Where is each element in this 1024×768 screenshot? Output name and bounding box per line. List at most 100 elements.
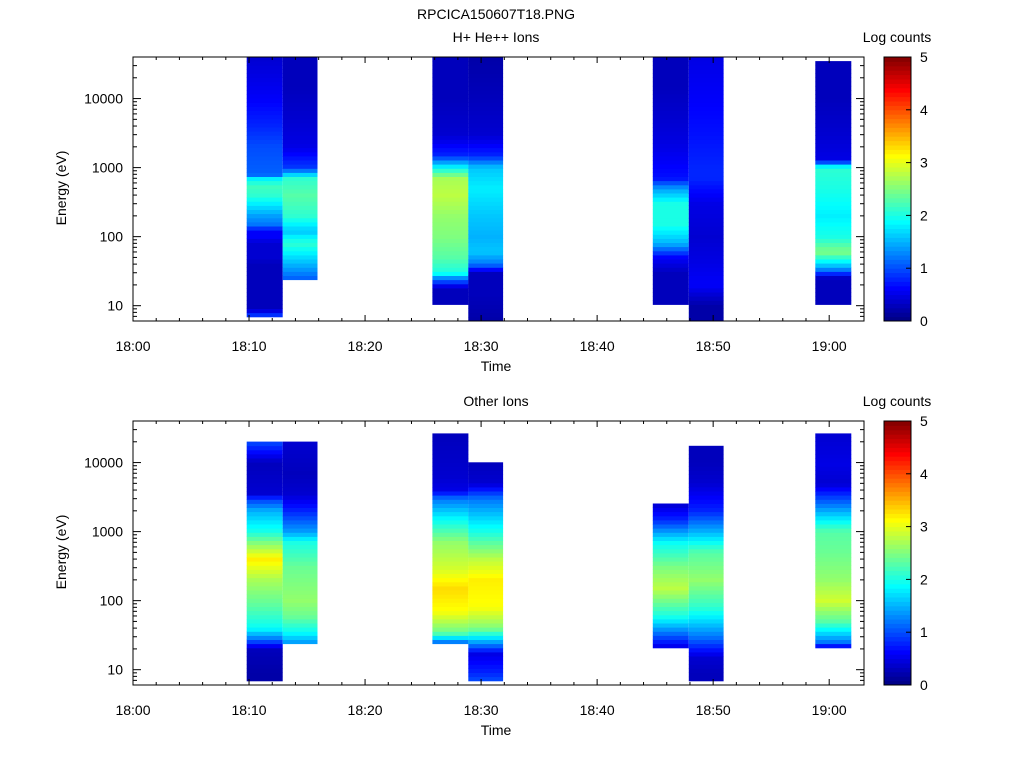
heatmap-bin	[688, 255, 724, 260]
colorbar-segment	[884, 641, 911, 646]
heatmap-bin	[282, 478, 318, 484]
heatmap-bin	[468, 106, 504, 111]
heatmap-bin	[282, 507, 318, 513]
heatmap-bin	[468, 602, 504, 607]
heatmap-bin	[688, 176, 724, 182]
heatmap-bin	[652, 573, 689, 579]
colorbar-segment	[884, 535, 911, 541]
heatmap-bin	[688, 168, 724, 173]
heatmap-bin	[246, 565, 283, 570]
heatmap-bin	[688, 127, 724, 132]
heatmap-bin	[468, 557, 504, 562]
heatmap-bin	[652, 213, 689, 219]
heatmap-bin	[468, 656, 504, 661]
heatmap-bin	[468, 217, 504, 223]
heatmap-bin	[282, 250, 318, 256]
heatmap-bin	[652, 639, 689, 645]
heatmap-bin	[815, 631, 852, 636]
heatmap-bin	[688, 462, 724, 467]
heatmap-bin	[815, 470, 852, 475]
heatmap-bin	[652, 594, 689, 599]
heatmap-bin	[246, 441, 283, 447]
heatmap-bin	[652, 226, 689, 231]
heatmap-bin	[468, 230, 504, 235]
x-tick-label: 18:00	[115, 338, 150, 354]
heatmap-bin	[246, 176, 283, 182]
heatmap-bin	[246, 143, 283, 149]
y-tick-label: 10	[107, 662, 123, 678]
colorbar-segment	[884, 429, 911, 435]
colorbar-segment	[884, 579, 911, 585]
heatmap-bin	[688, 94, 724, 99]
heatmap-bin	[688, 660, 724, 665]
heatmap-bin	[688, 114, 724, 120]
heatmap-bin	[652, 180, 689, 186]
heatmap-bin	[432, 118, 469, 124]
heatmap-bin	[468, 482, 504, 488]
heatmap-bin	[815, 147, 852, 153]
heatmap-bin	[468, 98, 504, 103]
heatmap-bin	[688, 656, 724, 661]
colorbar-tick-label: 2	[920, 207, 928, 223]
x-tick-label: 18:20	[348, 702, 383, 718]
heatmap-bin	[246, 135, 283, 140]
heatmap-bin	[688, 156, 724, 161]
colorbar-segment	[884, 588, 911, 594]
heatmap-bin	[282, 623, 318, 628]
heatmap-bin	[246, 656, 283, 661]
heatmap-bin	[282, 226, 318, 231]
colorbar-segment	[884, 531, 911, 536]
colorbar-segment	[884, 619, 911, 624]
heatmap-bin	[815, 271, 852, 276]
heatmap-bin	[432, 524, 469, 529]
colorbar-segment	[884, 473, 911, 479]
colorbar-tick-label: 2	[920, 571, 928, 587]
heatmap-bin	[815, 581, 852, 587]
colorbar-segment	[884, 277, 911, 282]
heatmap-bin	[652, 288, 689, 293]
heatmap-bin	[815, 462, 852, 467]
heatmap-bin	[432, 631, 469, 636]
heatmap-bin	[688, 652, 724, 657]
heatmap-bin	[652, 242, 689, 248]
heatmap-bin	[688, 123, 724, 128]
heatmap-bin	[652, 259, 689, 264]
colorbar-segment	[884, 197, 911, 203]
heatmap-bin	[815, 151, 852, 157]
heatmap-bin	[432, 569, 469, 574]
heatmap-bin	[246, 57, 283, 62]
heatmap-bin	[815, 205, 852, 210]
heatmap-bin	[688, 61, 724, 66]
heatmap-bin	[652, 553, 689, 558]
heatmap-bin	[432, 445, 469, 451]
heatmap-bin	[688, 548, 724, 554]
heatmap-bin	[468, 292, 504, 297]
heatmap-bin	[282, 462, 318, 467]
heatmap-bin	[652, 118, 689, 124]
heatmap-bin	[468, 123, 504, 128]
heatmap-bin	[688, 594, 724, 599]
heatmap-bin	[468, 73, 504, 78]
heatmap-bin	[432, 94, 469, 99]
heatmap-bin	[468, 209, 504, 215]
colorbar-segment	[884, 312, 911, 318]
heatmap-bin	[282, 503, 318, 508]
heatmap-bin	[282, 594, 318, 599]
colorbar-tick-label: 3	[920, 519, 928, 535]
heatmap-bin	[815, 90, 852, 95]
heatmap-bin	[652, 548, 689, 554]
heatmap-bin	[815, 635, 852, 640]
heatmap-bin	[468, 184, 504, 190]
colorbar-segment	[884, 263, 911, 269]
heatmap-bin	[688, 491, 724, 496]
heatmap-bin	[815, 283, 852, 289]
colorbar-segment	[884, 175, 911, 181]
heatmap-bin	[468, 487, 504, 492]
axes: 18:00 18:10 18:20 18:30 18:40 18:50 19:00 10 100…	[84, 420, 865, 718]
heatmap-bin	[688, 57, 724, 62]
colorbar-segment	[884, 434, 911, 440]
heatmap-bin	[282, 151, 318, 157]
y-tick-label: 1000	[92, 160, 123, 176]
heatmap-bin	[468, 511, 504, 517]
heatmap-bin	[468, 172, 504, 177]
